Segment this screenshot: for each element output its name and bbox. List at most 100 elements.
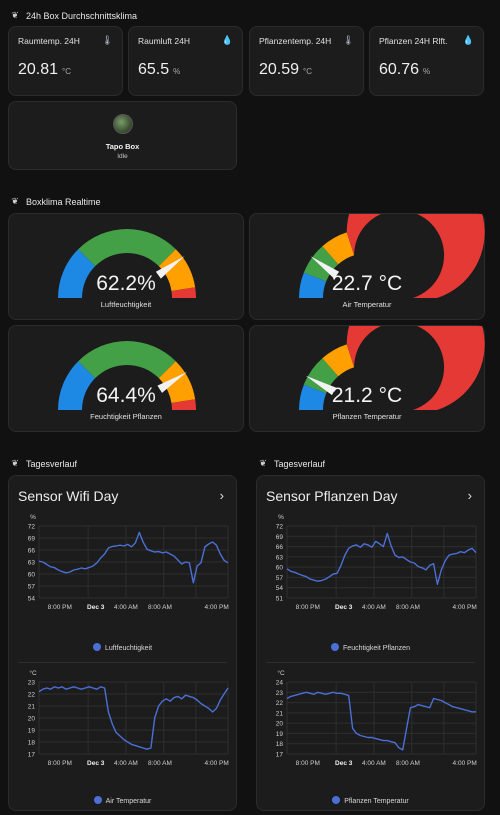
gauge-segment: [158, 361, 196, 403]
y-tick-label: 23: [276, 690, 284, 697]
cannabis-leaf-icon: ❦: [259, 458, 267, 468]
history-card-sensor-pflanzen[interactable]: Sensor Pflanzen Day › % 72 69 66 63 60 57 54 51 8…: [256, 475, 485, 811]
gauge-segment: [78, 341, 176, 379]
gauge-card-luftfeuchtigkeit[interactable]: 62.2% Luftfeuchtigkeit: [8, 213, 244, 320]
temperature-chart: °C 23 22 21 20 19 18 17 8:00 PM Dec 3 4:00 AM 8:00 …: [28, 669, 229, 767]
entity-state: Idle: [117, 153, 128, 160]
history-title[interactable]: Sensor Wifi Day: [18, 488, 119, 504]
gauge-segment: [171, 399, 196, 410]
legend-dot: [331, 643, 340, 651]
section-title-avg: ❦ 24h Box Durchschnittsklima: [10, 10, 137, 21]
chevron-right-icon[interactable]: ›: [467, 488, 472, 503]
gauge-value: 62.2%: [96, 272, 156, 295]
legend-label: Feuchtigkeit Pflanzen: [343, 645, 410, 652]
y-tick-label: 19: [28, 728, 36, 735]
x-tick-label: 8:00 AM: [396, 604, 420, 611]
y-tick-label: 54: [28, 596, 36, 603]
y-tick-label: 60: [276, 565, 284, 572]
x-tick-label: 8:00 AM: [148, 760, 172, 767]
x-tick-label: 4:00 PM: [453, 604, 477, 611]
legend: Feuchtigkeit Pflanzen: [257, 643, 484, 652]
gauge-needle: [155, 256, 185, 279]
legend-label: Luftfeuchtigkeit: [104, 645, 153, 652]
y-tick-label: 20: [28, 716, 36, 723]
axis-unit-label: °C: [277, 669, 285, 677]
y-tick-label: 72: [28, 524, 36, 531]
stat-name: Raumluft 24H: [138, 36, 190, 46]
y-tick-label: 20: [276, 721, 284, 728]
y-tick-label: 57: [276, 575, 284, 582]
y-tick-label: 54: [276, 585, 284, 592]
x-tick-label: Dec 3: [87, 760, 105, 767]
gauge-value: 22.7 °C: [331, 272, 403, 295]
x-tick-label: 4:00 PM: [205, 604, 229, 611]
water-drop-icon: 💧: [462, 35, 474, 45]
gauge-segment: [171, 287, 196, 298]
divider: [266, 662, 475, 663]
history-card-sensor-wifi[interactable]: Sensor Wifi Day › % 72 69 66 63 60 57 54 8:00 PM…: [8, 475, 237, 811]
stat-value: 20.59 °C: [259, 61, 313, 78]
gauge-arc: [58, 229, 196, 298]
gauge-segment: [322, 344, 355, 377]
series-line: [38, 686, 229, 750]
y-tick-label: 22: [276, 700, 284, 707]
humidity-chart: % 72 69 66 63 60 57 54 8:00 PM Dec 3 4:00 AM 8:00 A…: [28, 514, 229, 611]
gauge-arc: [299, 214, 485, 298]
gauge-value: 64.4%: [96, 384, 156, 407]
axis-unit-label: °C: [29, 669, 37, 677]
section-title-history-left: ❦ Tagesverlauf: [10, 458, 77, 469]
thermometer-icon: 🌡: [101, 35, 113, 45]
axis-unit-label: %: [30, 514, 36, 521]
legend-dot: [92, 643, 101, 651]
gauge-label: Air Temperatur: [342, 300, 392, 309]
gauge-segment: [158, 249, 196, 291]
y-tick-label: 21: [276, 710, 284, 717]
series-line: [286, 532, 477, 586]
y-tick-label: 22: [28, 692, 36, 699]
gauge-needle: [157, 371, 187, 393]
y-tick-label: 18: [276, 741, 284, 748]
section-title-text: Tagesverlauf: [274, 458, 326, 469]
axis-unit-label: %: [278, 514, 284, 521]
cannabis-leaf-icon: ❦: [11, 458, 19, 468]
y-tick-label: 66: [28, 548, 36, 555]
temperature-chart: °C 24 23 22 21 20 19 18 17 8:00 PM Dec 3 4:00 AM 8:0…: [276, 669, 477, 767]
gauge-needle: [305, 375, 337, 396]
entity-card-tapo-box[interactable]: Tapo Box Idle: [8, 101, 237, 170]
x-tick-label: Dec 3: [335, 760, 353, 767]
x-tick-label: 4:00 PM: [205, 760, 229, 767]
gauge-card-feuchtigkeit-pflanzen[interactable]: 64.4% Feuchtigkeit Pflanzen: [8, 325, 244, 432]
gauge-label: Luftfeuchtigkeit: [100, 300, 152, 309]
legend-dot: [93, 796, 102, 804]
gauge-segment: [58, 249, 96, 298]
x-tick-label: 4:00 AM: [114, 760, 138, 767]
gauge-needle: [310, 256, 340, 279]
stat-value: 60.76%: [379, 61, 431, 78]
x-tick-label: Dec 3: [87, 604, 105, 611]
gauge-card-air-temperatur[interactable]: 22.7 °C Air Temperatur: [249, 213, 485, 320]
gauge-segment: [299, 272, 327, 298]
stat-card-pflanzentemp[interactable]: Pflanzentemp. 24H 🌡 20.59 °C: [249, 26, 364, 96]
stat-card-raumluft[interactable]: Raumluft 24H 💧 65.5%: [128, 26, 243, 96]
history-title[interactable]: Sensor Pflanzen Day: [266, 488, 398, 504]
y-tick-label: 24: [276, 680, 284, 687]
gauge-arc: [58, 341, 196, 410]
cannabis-leaf-icon: ❦: [11, 10, 19, 20]
x-tick-label: 4:00 AM: [362, 760, 386, 767]
y-tick-label: 69: [276, 534, 284, 541]
stat-card-raumtemp[interactable]: Raumtemp. 24H 🌡 20.81 °C: [8, 26, 123, 96]
y-tick-label: 57: [28, 584, 36, 591]
y-tick-label: 66: [276, 544, 284, 551]
section-title-text: Boxklima Realtime: [26, 196, 101, 207]
chevron-right-icon[interactable]: ›: [219, 488, 224, 503]
section-title-text: 24h Box Durchschnittsklima: [26, 10, 138, 21]
gauge-segment: [78, 229, 176, 267]
legend: Luftfeuchtigkeit: [9, 643, 236, 652]
legend-dot: [332, 796, 341, 804]
stat-value: 65.5%: [138, 61, 181, 78]
y-tick-label: 69: [28, 536, 36, 543]
stat-card-pflanzen-rlft[interactable]: Pflanzen 24H Rlft. 💧 60.76%: [369, 26, 484, 96]
gauge-card-pflanzen-temperatur[interactable]: 21.2 °C Pflanzen Temperatur: [249, 325, 485, 432]
gauge-value: 21.2 °C: [331, 384, 403, 407]
gauge-segment: [303, 358, 339, 394]
